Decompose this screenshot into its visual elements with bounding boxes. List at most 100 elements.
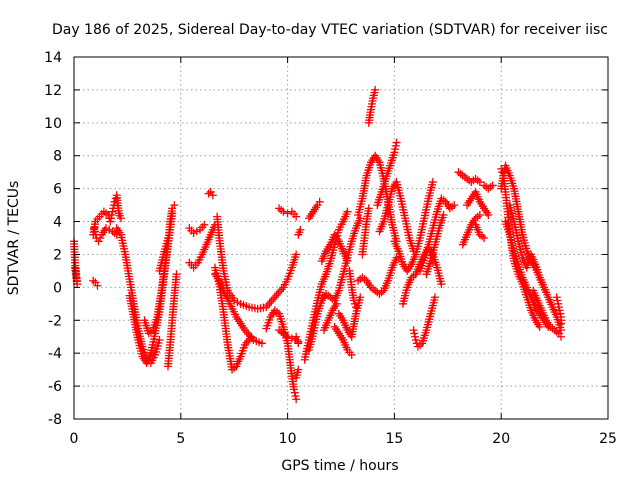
data-trace — [263, 295, 278, 310]
data-trace — [419, 328, 430, 345]
y-tick-label: 2 — [53, 247, 62, 263]
data-trace — [156, 253, 167, 273]
data-trace — [412, 236, 424, 256]
x-tick-label: 15 — [385, 431, 403, 447]
data-trace — [263, 315, 274, 330]
data-point — [168, 209, 177, 218]
data-trace — [267, 308, 278, 319]
data-trace — [314, 282, 326, 302]
data-trace — [376, 220, 387, 233]
series-arc-15 — [210, 270, 266, 348]
data-trace — [443, 199, 453, 211]
data-point — [364, 204, 373, 213]
data-trace — [433, 197, 445, 214]
data-trace — [141, 318, 152, 335]
data-trace — [433, 266, 445, 286]
data-trace — [515, 272, 526, 286]
y-tick-label: -8 — [48, 412, 62, 428]
data-point — [155, 336, 164, 345]
data-trace — [107, 210, 116, 223]
data-point — [296, 225, 305, 234]
data-trace — [416, 217, 428, 240]
data-trace — [139, 345, 150, 360]
data-trace — [473, 176, 482, 185]
data-point — [315, 197, 324, 206]
data-trace — [427, 243, 439, 263]
data-trace — [380, 203, 392, 223]
data-trace — [425, 180, 437, 200]
x-tick-label: 10 — [279, 431, 297, 447]
data-trace — [420, 197, 432, 220]
y-tick-label: 4 — [53, 215, 62, 231]
data-trace — [365, 108, 375, 125]
data-trace — [510, 187, 522, 214]
series-arc-45 — [480, 181, 497, 193]
data-trace — [168, 294, 179, 322]
data-trace — [121, 253, 134, 281]
data-trace — [523, 295, 535, 312]
data-point — [428, 178, 437, 187]
data-trace — [540, 285, 552, 299]
data-points — [70, 85, 566, 404]
data-trace — [213, 215, 223, 240]
data-trace — [404, 275, 415, 289]
data-trace — [166, 319, 177, 347]
data-trace — [166, 212, 176, 232]
data-trace — [323, 242, 333, 253]
data-trace — [152, 338, 163, 356]
grid — [74, 57, 608, 419]
data-trace — [532, 305, 543, 316]
series-arc-41 — [454, 168, 484, 187]
series-arc-19 — [292, 365, 303, 382]
data-trace — [515, 240, 526, 260]
data-trace — [305, 332, 317, 352]
data-trace — [160, 236, 172, 256]
data-point — [294, 339, 303, 348]
data-trace — [536, 275, 547, 289]
data-trace — [506, 233, 518, 253]
data-trace — [272, 285, 286, 300]
data-point — [292, 395, 301, 404]
data-trace — [386, 151, 398, 167]
data-point — [351, 303, 360, 312]
data-point — [488, 181, 497, 190]
data-trace — [468, 190, 479, 201]
data-trace — [400, 262, 410, 273]
data-trace — [284, 266, 295, 281]
series-arc-38 — [409, 293, 439, 351]
data-point — [172, 270, 181, 279]
data-trace — [139, 354, 150, 365]
data-trace — [212, 272, 222, 283]
data-trace — [344, 240, 355, 260]
data-trace — [519, 233, 531, 253]
data-trace — [472, 223, 483, 237]
data-trace — [389, 180, 400, 191]
series-arc-23 — [304, 214, 365, 354]
data-trace — [358, 236, 369, 256]
x-tick-label: 25 — [599, 431, 617, 447]
data-trace — [528, 259, 538, 270]
data-trace — [553, 315, 565, 332]
data-trace — [384, 187, 396, 207]
data-trace — [219, 310, 232, 347]
data-trace — [543, 318, 553, 329]
y-tick-label: 8 — [53, 149, 62, 165]
data-point — [535, 322, 544, 331]
series-arc-28 — [334, 293, 365, 341]
data-trace — [117, 233, 129, 256]
series-arc-16 — [262, 306, 301, 404]
data-trace — [336, 331, 346, 342]
data-trace — [528, 295, 539, 309]
series-arc-32 — [358, 204, 373, 259]
data-point — [392, 138, 401, 147]
data-trace — [369, 88, 379, 100]
x-tick-label: 20 — [492, 431, 510, 447]
series-arc-26 — [317, 230, 352, 266]
data-trace — [71, 266, 81, 286]
series-arc-51 — [552, 293, 566, 328]
data-trace — [283, 342, 294, 362]
data-trace — [367, 97, 377, 111]
data-trace — [329, 302, 340, 313]
data-trace — [464, 223, 475, 237]
y-tick-label: -4 — [48, 346, 62, 362]
